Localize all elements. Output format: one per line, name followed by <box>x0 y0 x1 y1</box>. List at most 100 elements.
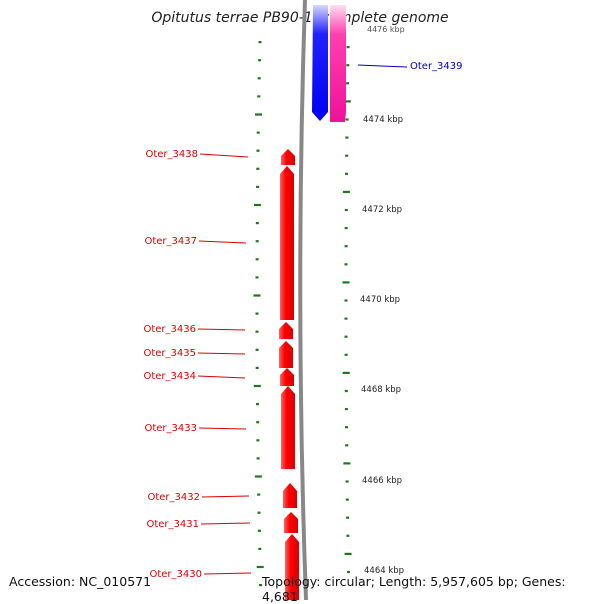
leader-line-oter-3433 <box>198 427 247 430</box>
minor-tick <box>344 408 348 411</box>
leader-line-oter-3439 <box>357 64 408 68</box>
gene-oter-3434[interactable] <box>280 368 294 386</box>
label-oter-3439[interactable]: Oter_3439 <box>410 61 463 72</box>
major-tick <box>256 565 264 569</box>
minor-tick <box>257 511 261 514</box>
minor-tick <box>344 263 348 266</box>
scale-label-4474: 4474 kbp <box>363 115 403 125</box>
reverse-strand-genes <box>279 149 299 600</box>
major-tick <box>255 113 262 116</box>
minor-tick <box>255 312 259 315</box>
minor-tick <box>255 258 259 261</box>
gene-oter-3438[interactable] <box>281 149 295 165</box>
leader-line-oter-3431 <box>200 522 251 525</box>
minor-tick <box>255 366 259 369</box>
label-oter-3431[interactable]: Oter_3431 <box>146 519 199 530</box>
minor-tick <box>345 118 349 121</box>
outer-tick-marks <box>342 46 352 574</box>
label-oter-3430[interactable]: Oter_3430 <box>149 569 202 580</box>
leader-line-oter-3432 <box>201 495 250 498</box>
scale-label-4466: 4466 kbp <box>362 476 402 486</box>
leader-line-oter-3430 <box>203 572 252 575</box>
label-oter-3435[interactable]: Oter_3435 <box>143 348 196 359</box>
major-tick <box>253 203 261 207</box>
minor-tick <box>347 570 350 574</box>
gene-oter-3439[interactable] <box>330 5 346 122</box>
accession-text: Accession: NC_010571 <box>9 574 152 589</box>
minor-tick <box>346 82 350 85</box>
label-oter-3437[interactable]: Oter_3437 <box>144 236 197 247</box>
minor-tick <box>344 389 348 393</box>
major-tick <box>342 281 350 284</box>
minor-tick <box>256 167 260 170</box>
leader-line-oter-3438 <box>199 153 249 158</box>
minor-tick <box>344 208 348 212</box>
minor-tick <box>255 330 259 333</box>
major-tick <box>253 384 261 388</box>
minor-tick <box>344 335 348 338</box>
genome-backbone <box>298 0 308 600</box>
minor-tick <box>256 185 260 188</box>
minor-tick <box>257 529 261 532</box>
major-tick <box>343 100 351 103</box>
minor-tick <box>255 348 259 351</box>
map-title: Opitutus terrae PB90-1, complete genome <box>151 10 449 26</box>
scale-label-4472: 4472 kbp <box>362 205 402 215</box>
label-oter-3433[interactable]: Oter_3433 <box>144 423 197 434</box>
minor-tick <box>255 240 259 243</box>
label-oter-3436[interactable]: Oter_3436 <box>143 324 196 335</box>
minor-tick <box>256 421 260 424</box>
minor-tick <box>346 64 350 67</box>
minor-tick <box>345 172 348 175</box>
leader-line-oter-3436 <box>197 328 246 331</box>
gene-oter-3431[interactable] <box>284 512 298 533</box>
gene-oter-3432[interactable] <box>283 483 297 508</box>
leader-line-oter-3434 <box>197 375 246 379</box>
major-tick <box>343 462 351 465</box>
minor-tick <box>256 149 260 152</box>
label-oter-3434[interactable]: Oter_3434 <box>143 371 196 382</box>
minor-tick <box>255 276 259 279</box>
gene-oter-3435[interactable] <box>279 341 293 368</box>
minor-tick <box>258 59 262 62</box>
leader-line-oter-3435 <box>197 352 246 355</box>
major-tick <box>342 190 350 193</box>
minor-tick <box>256 439 260 442</box>
minor-tick <box>256 403 259 406</box>
minor-tick <box>344 299 348 302</box>
gene-oter-3437[interactable] <box>280 166 294 320</box>
scale-label-4468: 4468 kbp <box>361 385 401 395</box>
major-tick <box>344 552 352 555</box>
minor-tick <box>346 516 350 519</box>
minor-tick <box>344 245 348 248</box>
scale-label-4464: 4464 kbp <box>364 566 404 576</box>
minor-tick <box>344 227 348 230</box>
gene-blue-arrow[interactable] <box>312 5 328 121</box>
leader-line-oter-3437 <box>198 240 247 244</box>
major-tick <box>253 294 261 297</box>
scale-label-top: 4476 kbp <box>367 25 405 34</box>
minor-tick <box>257 77 261 80</box>
minor-tick <box>258 547 262 550</box>
minor-tick <box>345 498 349 501</box>
gene-oter-3430[interactable] <box>285 534 299 600</box>
gene-oter-3433[interactable] <box>281 386 295 469</box>
minor-tick <box>257 95 261 98</box>
minor-tick <box>345 480 349 483</box>
scale-label-4470: 4470 kbp <box>360 295 400 305</box>
label-oter-3432[interactable]: Oter_3432 <box>147 492 200 503</box>
minor-tick <box>259 584 263 587</box>
minor-tick <box>345 426 348 429</box>
minor-tick <box>257 493 261 496</box>
gene-oter-3436[interactable] <box>279 322 293 339</box>
major-tick <box>342 371 350 374</box>
minor-tick <box>256 457 260 460</box>
inner-tick-marks <box>253 41 264 587</box>
minor-tick <box>256 131 260 134</box>
minor-tick <box>344 353 348 356</box>
major-tick <box>254 475 262 478</box>
minor-tick <box>255 222 259 225</box>
minor-tick <box>345 444 349 447</box>
minor-tick <box>346 534 350 537</box>
label-oter-3438[interactable]: Oter_3438 <box>145 149 198 160</box>
